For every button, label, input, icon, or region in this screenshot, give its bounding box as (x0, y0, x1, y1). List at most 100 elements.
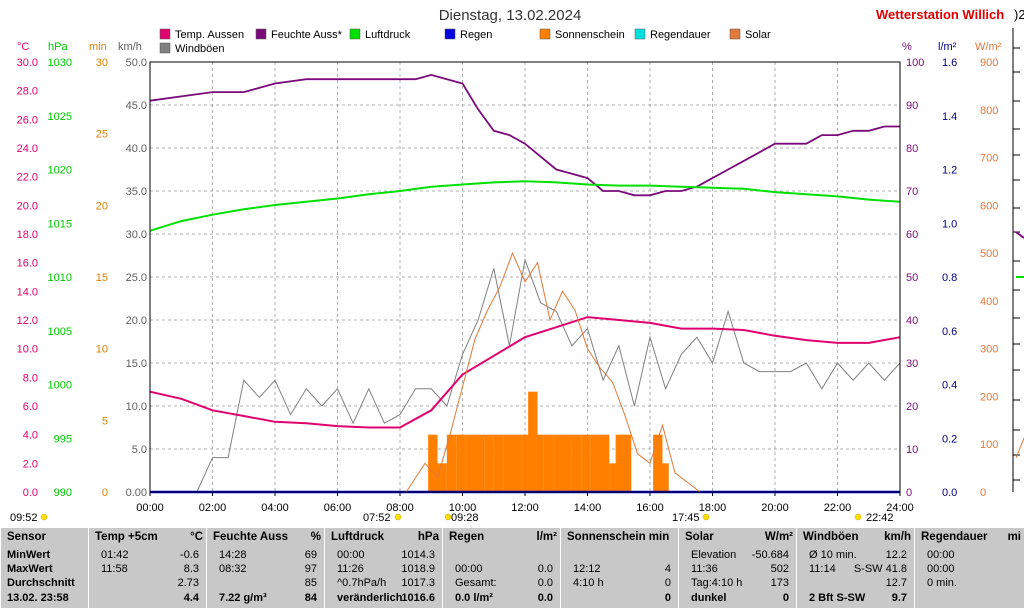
table-row: 08:32 97 (213, 563, 321, 577)
cell-value: 0 (664, 592, 671, 604)
x-tick-label: 04:00 (261, 502, 289, 514)
tick-temp: 2.0 (23, 458, 38, 470)
legend-swatch (159, 42, 171, 54)
column-header: Regendauer mi (921, 531, 1021, 544)
sunshine-bar (521, 434, 532, 492)
cell-time: 01:42 (101, 549, 129, 561)
table-row: 00:00 0.0 (449, 563, 557, 577)
x-tick-label: 02:00 (199, 502, 227, 514)
cell-time: dunkel (691, 592, 727, 604)
tick-rain: 0.0 (942, 487, 957, 499)
sun-time-label: 09:28 (451, 512, 479, 524)
cell-value: 1018.9 (401, 563, 435, 575)
table-row: MaxWert (7, 563, 85, 577)
tick-pressure: 1010 (48, 272, 72, 284)
row-label: MinWert (7, 549, 51, 561)
table-row: Durchschnitt (7, 577, 85, 591)
x-tick-label: 10:00 (449, 502, 477, 514)
tick-wind: 40.0 (126, 143, 147, 155)
tick-minutes: 10 (96, 344, 108, 356)
sunshine-bar (600, 434, 610, 492)
tick-wind: 5.0 (132, 444, 147, 456)
column-header-label: Temp +5cm (95, 531, 158, 543)
column-header-unit: % (310, 531, 321, 543)
cell-value: 1016.6 (401, 592, 435, 604)
legend-swatch (255, 28, 267, 40)
cell-value: 69 (304, 549, 317, 561)
tick-humidity: 100 (906, 57, 924, 69)
sunshine-bar (437, 463, 447, 492)
column-header-label: Feuchte Auss (213, 531, 288, 543)
sun-time-label: 22:42 (866, 512, 894, 524)
cell-value: 85 (304, 577, 317, 589)
table-column: Regendauer mi 00:00 00:00 0 min. (914, 528, 1024, 608)
cell-value: 12.2 (885, 549, 907, 561)
cell-time: Ø 10 min. (809, 549, 857, 561)
x-tick-label: 18:00 (699, 502, 727, 514)
tick-rain: 1.2 (942, 165, 957, 177)
tick-minutes: 20 (96, 200, 108, 212)
x-tick-label: 12:00 (511, 502, 539, 514)
table-row: 13.02. 23:58 (7, 592, 85, 606)
table-row: Gesamt: 0.0 (449, 577, 557, 591)
column-header: Regen l/m² (449, 531, 557, 544)
sunshine-bar (512, 434, 522, 492)
tick-solar: 900 (980, 57, 998, 69)
sun-icon (854, 513, 862, 521)
tick-solar: 0 (980, 487, 986, 499)
sun-icon (444, 513, 452, 521)
station-name[interactable]: Wetterstation Willich (876, 7, 1004, 22)
column-header: Sensor (7, 531, 85, 544)
sun-time-label: 17:45 (672, 512, 700, 524)
sunshine-bar (456, 434, 466, 492)
column-header: Windböen km/h (803, 531, 911, 544)
series-line-1 (149, 73, 900, 197)
table-row: 85 (213, 577, 321, 591)
axis-unit-humidity: % (902, 41, 912, 53)
column-header-label: Sonnenschein min (567, 531, 670, 543)
table-column: Sensor MinWert MaxWert Durchschnitt 13.02. 2… (0, 528, 89, 608)
legend-swatch (539, 28, 551, 40)
legend-label: Luftdruck (365, 29, 411, 41)
cell-time: 12:12 (573, 563, 601, 575)
tick-temp: 14.0 (17, 286, 38, 298)
table-row: 4:10 h 0 (567, 577, 675, 591)
sunshine-bar (446, 434, 457, 492)
column-header-label: Regen (449, 531, 485, 543)
cell-value: -50.684 (751, 549, 789, 561)
y-axes: 30.0 28.0 26.0 24.0 22.0 20.0 18.0 16.0 14.0 12.0… (17, 57, 999, 499)
axis-unit-temp: °C (17, 41, 29, 53)
tick-pressure: 995 (54, 433, 72, 445)
table-row: 00:00 1014.3 (331, 549, 439, 563)
cell-value: 4.4 (183, 592, 199, 604)
legend-swatch (444, 28, 456, 40)
axis-unit-pressure: hPa (48, 41, 68, 53)
table-row: 11:14 S-SW 41.8 (803, 563, 911, 577)
table-column: Feuchte Auss% 14:28 69 08:32 97 85 7.22 g/m³ 84 (206, 528, 325, 608)
tick-wind: 50.0 (126, 57, 147, 69)
tick-wind: 25.0 (126, 272, 147, 284)
table-row: 0 min. (921, 577, 1021, 591)
tick-rain: 0.8 (942, 272, 957, 284)
cell-value: 502 (770, 563, 789, 575)
tick-wind: 0.00 (126, 487, 147, 499)
legend-label: Regen (460, 29, 492, 41)
series-windboeen (150, 257, 901, 493)
legend-label: Windböen (175, 43, 225, 55)
sunshine-bar (615, 434, 625, 492)
legend-swatch (159, 28, 171, 40)
tick-temp: 10.0 (17, 344, 38, 356)
tick-temp: 12.0 (17, 315, 38, 327)
sunshine-bar (503, 434, 513, 492)
row-label: 13.02. 23:58 (7, 592, 69, 604)
sunshine-bar (534, 434, 544, 492)
table-row: 2 Bft S-SW 9.7 (803, 592, 911, 606)
tick-minutes: 30 (96, 57, 108, 69)
legend-swatch (349, 28, 361, 40)
legend-label: Solar (745, 29, 771, 41)
tick-pressure: 1030 (48, 57, 72, 69)
sunshine-bar (571, 434, 582, 492)
stub-humidity (1015, 231, 1024, 239)
tick-wind: 30.0 (126, 229, 147, 241)
x-axis: 00:00 02:00 04:00 06:00 08:00 10:00 12:00 14:00… (136, 492, 914, 514)
